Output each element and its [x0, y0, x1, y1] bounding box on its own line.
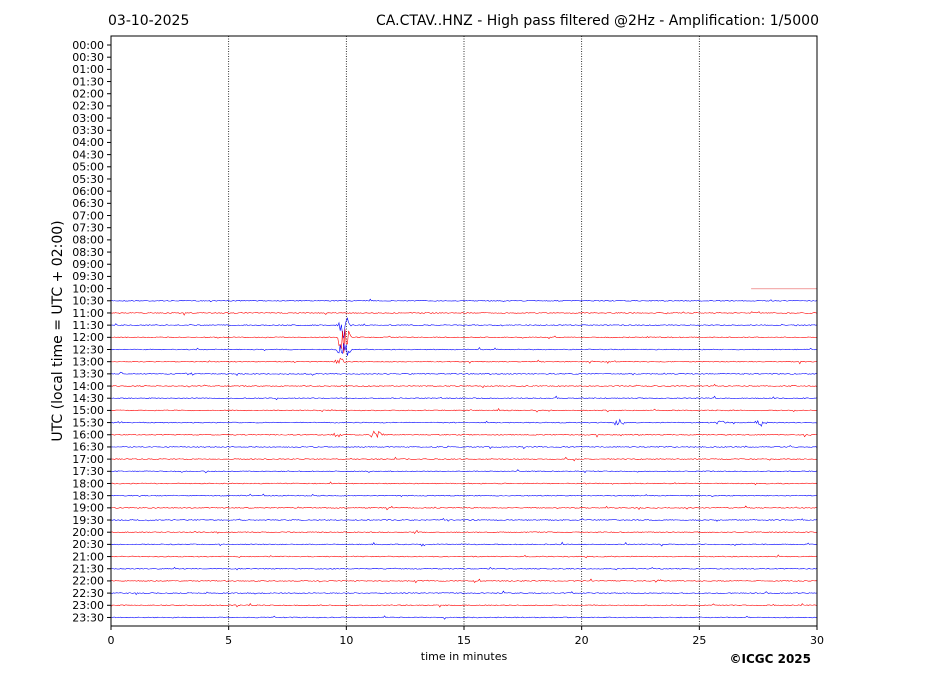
- grid-lines: [228, 36, 700, 626]
- y-tick-label: 16:00: [72, 429, 104, 442]
- y-tick-label: 02:00: [72, 88, 104, 101]
- trace-11:00: [110, 311, 817, 316]
- y-tick-label: 00:30: [72, 51, 104, 64]
- trace-13:00: [110, 357, 817, 365]
- trace-10:30: [110, 298, 817, 303]
- copyright-label: ©ICGC 2025: [729, 652, 811, 666]
- y-tick-label: 18:30: [72, 489, 104, 502]
- trace-22:00: [110, 578, 817, 584]
- trace-20:30: [110, 541, 817, 547]
- trace-14:30: [110, 395, 817, 401]
- trace-16:00: [110, 430, 817, 439]
- x-tick-label: 15: [457, 634, 471, 647]
- y-tick-label: 23:30: [72, 611, 104, 624]
- trace-17:00: [110, 456, 817, 462]
- y-tick-label: 01:00: [72, 63, 104, 76]
- y-tick-label: 14:00: [72, 380, 104, 393]
- trace-21:00: [110, 554, 817, 559]
- x-axis-label: time in minutes: [421, 650, 508, 663]
- x-tick-label: 30: [810, 634, 824, 647]
- trace-21:30: [110, 566, 817, 571]
- trace-18:30: [110, 493, 817, 498]
- y-tick-label: 21:00: [72, 550, 104, 563]
- y-tick-label: 23:00: [72, 599, 104, 612]
- trace-14:00: [110, 383, 817, 389]
- y-tick-label: 07:30: [72, 222, 104, 235]
- x-tick-label: 5: [225, 634, 232, 647]
- trace-23:00: [110, 602, 817, 608]
- trace-18:00: [110, 481, 817, 486]
- trace-16:30: [110, 445, 817, 450]
- y-axis-label: UTC (local time = UTC + 02:00): [50, 220, 66, 441]
- y-tick-label: 02:30: [72, 100, 104, 113]
- plot-frame: [110, 35, 818, 627]
- y-tick-label: 09:00: [72, 258, 104, 271]
- y-tick-label: 22:30: [72, 587, 104, 600]
- y-tick-label: 08:30: [72, 246, 104, 259]
- y-tick-label: 15:00: [72, 404, 104, 417]
- trace-23:30: [110, 615, 817, 620]
- trace-19:00: [110, 505, 817, 511]
- y-tick-label: 15:30: [72, 416, 104, 429]
- y-tick-labels: 00:0000:3001:0001:3002:0002:3003:0003:30…: [72, 39, 111, 624]
- y-tick-label: 13:30: [72, 368, 104, 381]
- y-tick-label: 04:30: [72, 148, 104, 161]
- y-tick-label: 14:30: [72, 392, 104, 405]
- trace-13:30: [110, 371, 817, 376]
- y-tick-label: 04:00: [72, 136, 104, 149]
- y-tick-label: 13:00: [72, 355, 104, 368]
- y-tick-label: 21:30: [72, 563, 104, 576]
- y-tick-label: 03:00: [72, 112, 104, 125]
- y-tick-label: 11:30: [72, 319, 104, 332]
- trace-17:30: [110, 469, 817, 474]
- y-tick-label: 12:00: [72, 331, 104, 344]
- y-tick-label: 17:30: [72, 465, 104, 478]
- y-tick-label: 10:00: [72, 282, 104, 295]
- y-tick-label: 17:00: [72, 453, 104, 466]
- x-tick-label: 20: [575, 634, 589, 647]
- trace-22:30: [110, 590, 817, 596]
- y-tick-label: 10:30: [72, 295, 104, 308]
- y-tick-label: 20:00: [72, 526, 104, 539]
- chart-date: 03-10-2025: [108, 13, 189, 29]
- x-tick-labels: 0 5 10 15 20 25 30: [108, 626, 824, 647]
- y-tick-label: 08:00: [72, 234, 104, 247]
- trace-12:30: [110, 343, 817, 356]
- x-tick-label: 25: [692, 634, 706, 647]
- y-tick-label: 19:30: [72, 514, 104, 527]
- trace-11:30: [110, 317, 817, 339]
- y-tick-label: 00:00: [72, 39, 104, 52]
- trace-15:30: [110, 418, 817, 427]
- trace-20:00: [110, 529, 817, 534]
- y-tick-label: 19:00: [72, 502, 104, 515]
- y-tick-label: 11:00: [72, 307, 104, 320]
- y-tick-label: 06:00: [72, 185, 104, 198]
- y-tick-label: 07:00: [72, 209, 104, 222]
- y-tick-label: 12:30: [72, 343, 104, 356]
- y-tick-label: 18:00: [72, 477, 104, 490]
- y-tick-label: 22:00: [72, 575, 104, 588]
- y-tick-label: 06:30: [72, 197, 104, 210]
- trace-19:30: [110, 518, 817, 522]
- x-tick-label: 0: [108, 634, 115, 647]
- y-tick-label: 05:30: [72, 173, 104, 186]
- trace-15:00: [110, 407, 817, 413]
- chart-title: CA.CTAV..HNZ - High pass filtered @2Hz -…: [376, 13, 819, 29]
- y-tick-label: 05:00: [72, 161, 104, 174]
- x-tick-label: 10: [339, 634, 353, 647]
- y-tick-label: 01:30: [72, 75, 104, 88]
- y-tick-label: 03:30: [72, 124, 104, 137]
- y-tick-label: 16:30: [72, 441, 104, 454]
- y-tick-label: 20:30: [72, 538, 104, 551]
- y-tick-label: 09:30: [72, 270, 104, 283]
- trace-12:00: [110, 329, 817, 354]
- traces: [110, 288, 817, 620]
